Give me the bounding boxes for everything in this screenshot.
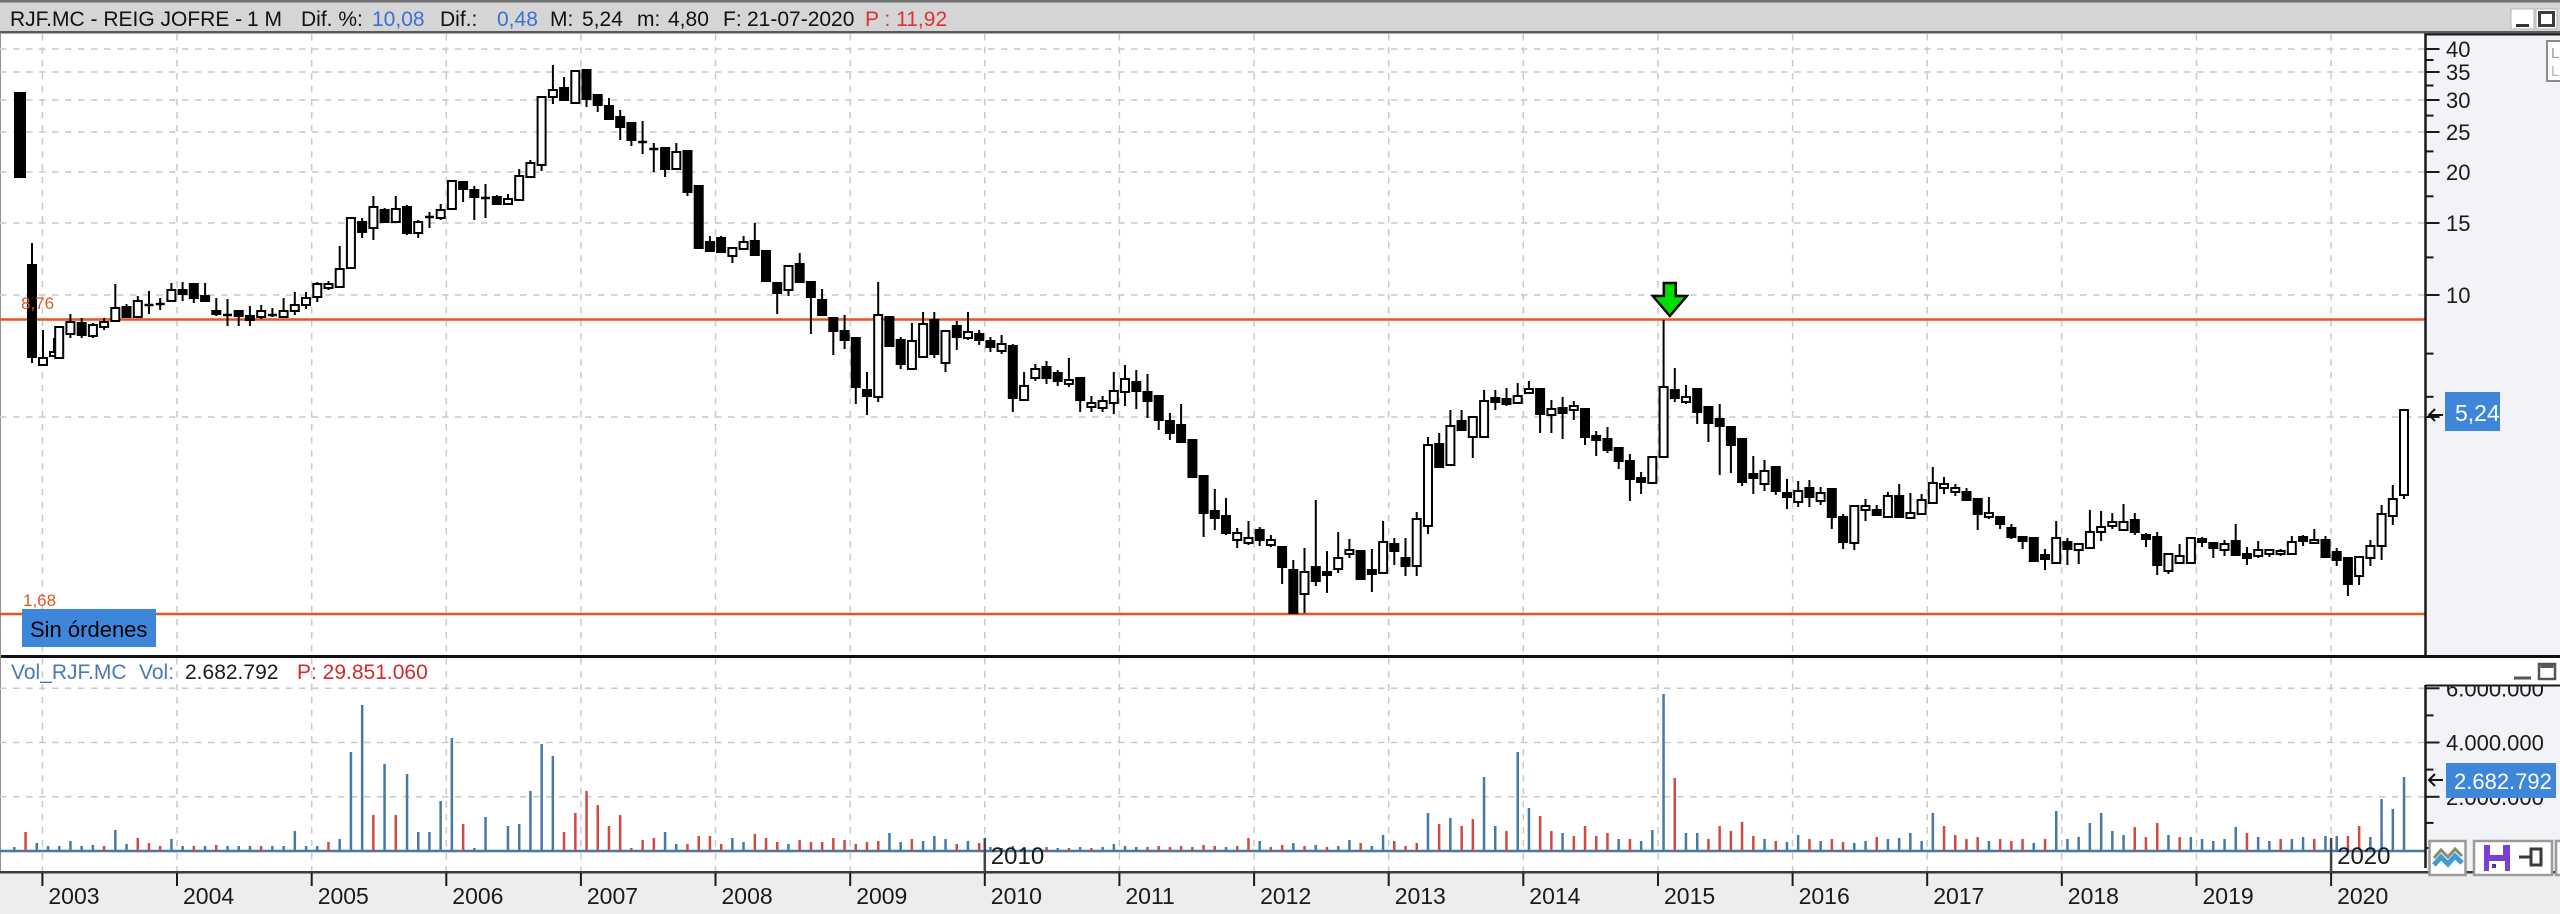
- svg-text:35: 35: [2446, 60, 2470, 85]
- svg-text:2010: 2010: [991, 843, 1044, 870]
- svg-text:2003: 2003: [48, 883, 99, 909]
- svg-text:2007: 2007: [587, 883, 638, 909]
- svg-text:Dif.:: Dif.:: [440, 8, 477, 31]
- svg-text:15: 15: [2446, 211, 2470, 236]
- svg-text:2020: 2020: [2337, 843, 2390, 870]
- svg-text:1 M: 1 M: [247, 8, 282, 31]
- svg-text:Dif. %:: Dif. %:: [301, 8, 363, 31]
- svg-text:1,68: 1,68: [23, 591, 56, 610]
- svg-text:8,76: 8,76: [21, 294, 54, 313]
- svg-text:Vol_RJF.MC: Vol_RJF.MC: [11, 661, 127, 684]
- svg-text:2010: 2010: [991, 883, 1042, 909]
- svg-text:2017: 2017: [1933, 883, 1984, 909]
- svg-text:30: 30: [2446, 88, 2470, 113]
- svg-text:Vol:: Vol:: [139, 661, 174, 684]
- svg-text:2016: 2016: [1799, 883, 1850, 909]
- svg-text:L: L: [2551, 63, 2559, 80]
- svg-text:21-07-2020: 21-07-2020: [747, 8, 854, 31]
- svg-text:20: 20: [2446, 160, 2470, 185]
- svg-text:5,24: 5,24: [2455, 400, 2500, 426]
- svg-text:6.000.000: 6.000.000: [2446, 676, 2544, 701]
- svg-text:RJF.MC - REIG JOFRE -: RJF.MC - REIG JOFRE -: [10, 8, 242, 31]
- svg-text:2.682.792: 2.682.792: [185, 661, 278, 684]
- svg-text:4.000.000: 4.000.000: [2446, 731, 2544, 756]
- svg-text:2018: 2018: [2068, 883, 2119, 909]
- svg-text:P : 11,92: P : 11,92: [865, 8, 947, 31]
- svg-text:L: L: [2551, 45, 2559, 62]
- svg-text:2011: 2011: [1125, 883, 1174, 909]
- svg-text:25: 25: [2446, 120, 2470, 145]
- svg-text:2009: 2009: [856, 883, 907, 909]
- svg-text:2005: 2005: [318, 883, 369, 909]
- svg-text:2008: 2008: [722, 883, 773, 909]
- svg-text:2004: 2004: [183, 883, 234, 909]
- svg-text:2.682.792: 2.682.792: [2454, 769, 2552, 794]
- svg-text:2015: 2015: [1664, 883, 1715, 909]
- svg-text:2014: 2014: [1529, 883, 1580, 909]
- svg-text:M:: M:: [550, 8, 573, 31]
- svg-text:2013: 2013: [1395, 883, 1446, 909]
- svg-text:m:: m:: [637, 8, 660, 31]
- svg-text:F:: F:: [723, 8, 742, 31]
- svg-text:40: 40: [2446, 37, 2470, 62]
- svg-text:4,80: 4,80: [668, 8, 709, 31]
- svg-text:2020: 2020: [2337, 883, 2388, 909]
- svg-text:2012: 2012: [1260, 883, 1311, 909]
- svg-text:2006: 2006: [452, 883, 503, 909]
- svg-text:10: 10: [2446, 283, 2470, 308]
- svg-text:10,08: 10,08: [372, 8, 425, 31]
- svg-text:5,24: 5,24: [582, 8, 623, 31]
- svg-text:2019: 2019: [2203, 883, 2254, 909]
- svg-text:0,48: 0,48: [497, 8, 538, 31]
- svg-text:Sin órdenes: Sin órdenes: [30, 617, 147, 642]
- svg-text:P: 29.851.060: P: 29.851.060: [297, 661, 428, 684]
